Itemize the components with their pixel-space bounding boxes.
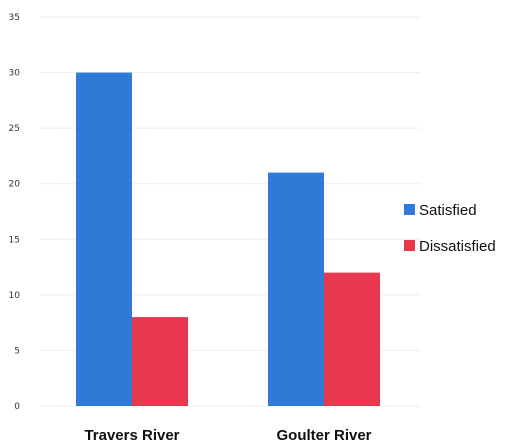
y-tick-label: 15	[9, 235, 20, 245]
bar-dissatisfied-travers-river	[132, 317, 188, 406]
bars	[76, 72, 380, 407]
x-tick-label: Travers River	[84, 427, 179, 444]
y-tick-label: 25	[9, 124, 20, 134]
legend-label-dissatisfied: Dissatisfied	[419, 238, 496, 255]
legend-swatch-satisfied	[404, 204, 415, 215]
x-axis-labels: Travers River Goulter River	[84, 427, 371, 444]
y-tick-label: 5	[14, 346, 20, 356]
legend: Satisfied Dissatisfied	[404, 202, 496, 255]
y-axis-ticks: 0 5 10 15 20 25 30 35	[9, 13, 21, 412]
legend-swatch-dissatisfied	[404, 240, 415, 251]
y-tick-label: 20	[9, 180, 21, 190]
x-tick-label: Goulter River	[276, 427, 371, 444]
bar-satisfied-goulter-river	[268, 172, 324, 406]
y-tick-label: 30	[9, 69, 21, 79]
bar-satisfied-travers-river	[76, 72, 132, 407]
y-tick-label: 10	[9, 291, 21, 301]
bar-dissatisfied-goulter-river	[324, 272, 380, 406]
legend-label-satisfied: Satisfied	[419, 202, 477, 219]
y-tick-label: 0	[14, 402, 20, 412]
y-tick-label: 35	[9, 13, 20, 23]
